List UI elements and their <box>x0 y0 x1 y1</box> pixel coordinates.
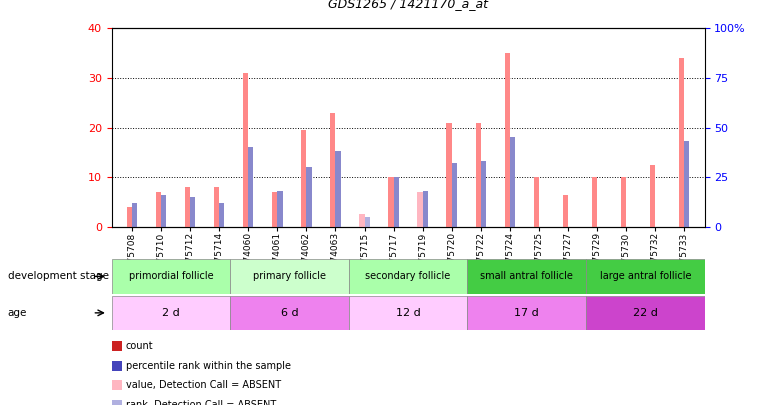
Bar <box>563 194 568 227</box>
Bar <box>127 207 132 227</box>
Bar <box>272 192 277 227</box>
Text: 2 d: 2 d <box>162 308 180 318</box>
Text: rank, Detection Call = ABSENT: rank, Detection Call = ABSENT <box>126 400 276 405</box>
Bar <box>230 296 349 330</box>
Text: 22 d: 22 d <box>633 308 658 318</box>
Text: small antral follicle: small antral follicle <box>480 271 573 281</box>
Bar <box>301 130 306 227</box>
Bar <box>480 161 486 227</box>
Bar <box>621 177 626 227</box>
Bar <box>364 217 370 227</box>
Bar <box>248 147 253 227</box>
Text: primary follicle: primary follicle <box>253 271 326 281</box>
Bar <box>112 380 122 390</box>
Text: 12 d: 12 d <box>396 308 420 318</box>
Bar <box>679 58 685 227</box>
Bar <box>306 167 312 227</box>
Bar <box>586 259 705 294</box>
Bar <box>330 113 336 227</box>
Bar <box>476 123 480 227</box>
Bar <box>190 197 196 227</box>
Bar <box>336 151 340 227</box>
Bar <box>112 341 122 351</box>
Bar <box>650 165 655 227</box>
Bar <box>467 259 586 294</box>
Bar <box>112 400 122 405</box>
Text: GDS1265 / 1421170_a_at: GDS1265 / 1421170_a_at <box>328 0 488 10</box>
Text: secondary follicle: secondary follicle <box>366 271 450 281</box>
Bar <box>417 192 423 227</box>
Bar <box>685 141 689 227</box>
Text: percentile rank within the sample: percentile rank within the sample <box>126 361 290 371</box>
Bar <box>534 177 539 227</box>
Bar <box>132 203 137 227</box>
Bar <box>349 296 467 330</box>
Bar <box>349 259 467 294</box>
Text: value, Detection Call = ABSENT: value, Detection Call = ABSENT <box>126 380 280 390</box>
Bar <box>360 214 364 227</box>
Bar <box>112 361 122 371</box>
Bar <box>504 53 510 227</box>
Bar <box>185 187 190 227</box>
Bar <box>586 296 705 330</box>
Bar <box>510 138 515 227</box>
Text: age: age <box>8 308 27 318</box>
Bar <box>393 177 399 227</box>
Bar <box>592 177 597 227</box>
Bar <box>467 296 586 330</box>
Text: primordial follicle: primordial follicle <box>129 271 213 281</box>
Bar <box>452 163 457 227</box>
Bar <box>230 259 349 294</box>
Bar <box>214 187 219 227</box>
Text: count: count <box>126 341 153 351</box>
Text: 17 d: 17 d <box>514 308 539 318</box>
Bar <box>423 191 428 227</box>
Bar <box>161 195 166 227</box>
Bar <box>112 296 230 330</box>
Text: large antral follicle: large antral follicle <box>600 271 691 281</box>
Bar <box>243 73 248 227</box>
Bar <box>447 123 452 227</box>
Bar <box>277 191 283 227</box>
Text: development stage: development stage <box>8 271 109 281</box>
Bar <box>388 177 393 227</box>
Bar <box>156 192 161 227</box>
Bar <box>219 203 224 227</box>
Text: 6 d: 6 d <box>281 308 298 318</box>
Bar <box>112 259 230 294</box>
